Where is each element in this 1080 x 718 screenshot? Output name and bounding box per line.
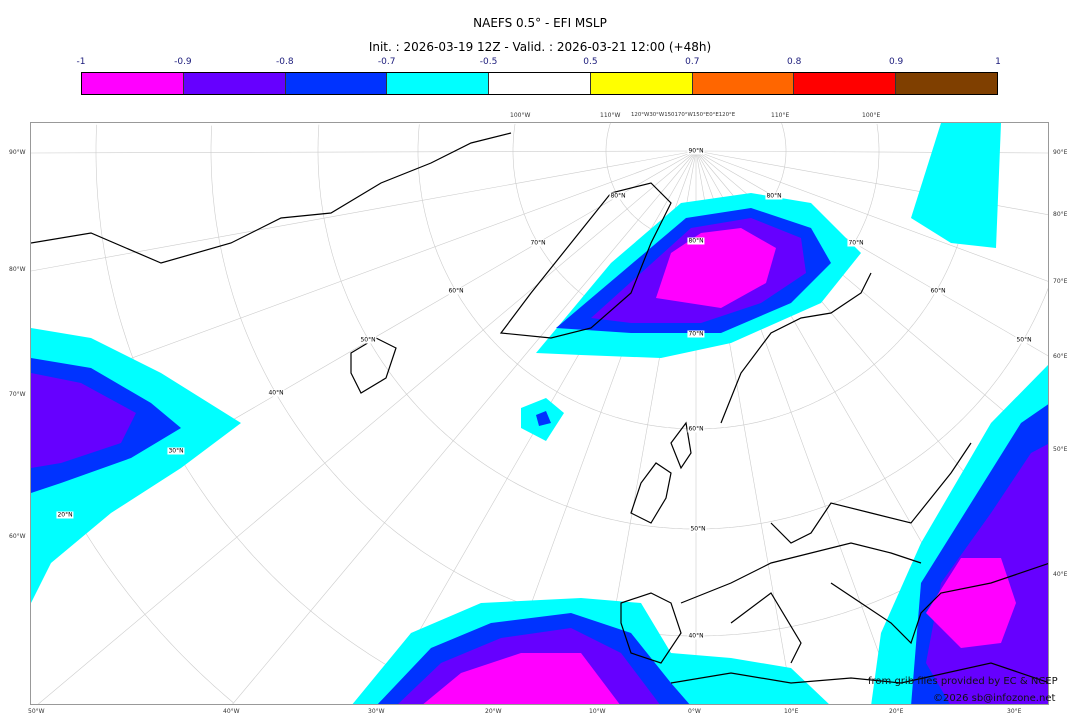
lat-label: 40°N (267, 389, 285, 397)
efi-area-purple (31, 373, 136, 468)
lat-label: 50°N (359, 336, 377, 344)
colorbar-tick: 0.8 (787, 57, 802, 67)
lon-label-right: 50°E (1053, 446, 1068, 453)
lat-label: 20°N (56, 511, 74, 519)
colorbar-tick: -0.8 (275, 57, 294, 67)
lat-label: 30°N (167, 447, 185, 455)
lon-label-top: 110°E (771, 112, 790, 119)
lon-label-bottom: 30°E (1007, 708, 1022, 715)
copyright-credit: ©2026 sb@infozone.net (933, 693, 1056, 704)
chart-title: NAEFS 0.5° - EFI MSLP (473, 16, 607, 30)
colorbar-tick: -1 (76, 57, 86, 67)
lat-label: 60°N (929, 287, 947, 295)
lon-label-right: 90°E (1053, 149, 1068, 156)
lon-label-bottom: 20°W (485, 708, 502, 715)
coastlines (31, 132, 1048, 684)
lon-label-left: 60°W (9, 533, 26, 540)
colorbar-segment (692, 73, 795, 94)
lon-label-right: 70°E (1053, 278, 1068, 285)
lat-label: 70°N (847, 239, 865, 247)
efi-area-magenta (926, 558, 1016, 648)
lat-label: 80°N (687, 237, 705, 245)
lat-label: 50°N (1015, 336, 1033, 344)
lat-label: 70°N (687, 330, 705, 338)
efi-area-blue (536, 411, 551, 426)
lat-label: 60°N (447, 287, 465, 295)
colorbar-segment (896, 73, 998, 94)
data-source-credit: from grib files provided by EC & NCEP (868, 676, 1058, 687)
lat-label: 50°N (689, 525, 707, 533)
colorbar-segment (183, 73, 286, 94)
colorbar-tick: 1 (995, 57, 1001, 67)
lat-label: 60°N (687, 425, 705, 433)
colorbar-segment (82, 73, 184, 94)
latitude-circle (317, 124, 1048, 530)
colorbar-tick: 0.7 (685, 57, 700, 67)
colorbar-tick: -0.7 (377, 57, 396, 67)
chart-subtitle: Init. : 2026-03-19 12Z - Valid. : 2026-0… (368, 40, 712, 54)
lat-label: 80°N (765, 192, 783, 200)
lon-label-top: 110°W (600, 112, 621, 119)
lon-label-right: 40°E (1053, 571, 1068, 578)
lon-label-left: 70°W (9, 391, 26, 398)
latitude-circle (95, 124, 465, 704)
latitude-circle (876, 123, 880, 151)
colorbar-tick: 0.9 (888, 57, 904, 67)
lon-label-bottom: 50°W (28, 708, 45, 715)
colorbar-segment (590, 73, 693, 94)
colorbar-segment (387, 73, 490, 94)
lon-label-left: 80°W (9, 266, 26, 273)
lon-label-bottom: 0°W (688, 708, 701, 715)
lat-label: 40°N (687, 632, 705, 640)
lon-label-bottom: 10°W (589, 708, 606, 715)
lat-label: 90°N (687, 147, 705, 155)
efi-area-magenta (423, 653, 620, 704)
lon-label-bottom: 30°W (368, 708, 385, 715)
lat-label: 70°N (529, 239, 547, 247)
lon-label-bottom: 10°E (784, 708, 799, 715)
colorbar (81, 72, 998, 95)
lon-label-top: 100°W (510, 112, 531, 119)
lon-label-right: 80°E (1053, 211, 1068, 218)
latitude-circle (210, 125, 1048, 637)
efi-contours (31, 123, 1048, 704)
colorbar-segment (794, 73, 897, 94)
latitude-circle (781, 123, 787, 151)
efi-area-magenta (656, 228, 776, 308)
lon-label-bottom: 40°W (223, 708, 240, 715)
colorbar-tick: 0.5 (583, 57, 598, 67)
map-canvas (31, 123, 1048, 704)
lon-label-bottom: 20°E (889, 708, 904, 715)
lon-label-top: 100°E (862, 112, 881, 119)
colorbar-segment (285, 73, 388, 94)
map-panel: 90°N 80°N 70°N 60°N 50°N 40°N 80°N 70°N … (30, 122, 1049, 705)
colorbar-segment (489, 73, 591, 94)
lon-label-right: 60°E (1053, 353, 1068, 360)
colorbar-tick: -0.9 (174, 57, 192, 67)
efi-area-cyan (911, 123, 1001, 248)
colorbar-tick: -0.5 (479, 57, 498, 67)
lon-label-top: 120°W30°W150170°W150°E0°E120°E (631, 112, 736, 118)
lon-label-left: 90°W (9, 149, 26, 156)
lat-label: 80°N (609, 192, 627, 200)
